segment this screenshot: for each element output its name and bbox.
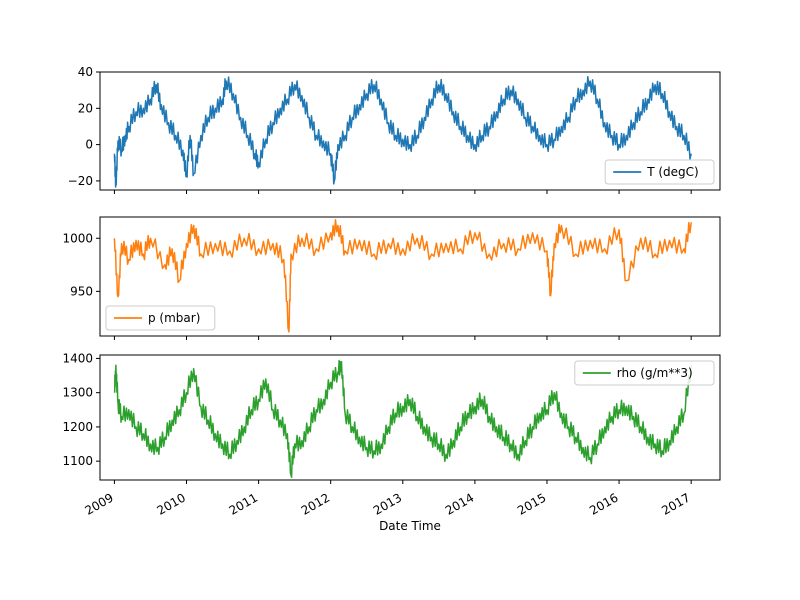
y-tick-label: 1300 — [62, 386, 93, 400]
panel-1: −20 0 20 40 T (degC) — [68, 65, 721, 194]
x-axis-label: Date Time — [379, 519, 441, 533]
x-tick-label: 2017 — [659, 490, 692, 517]
legend-label: rho (g/m**3) — [617, 366, 693, 380]
shared-x-axis: 2009 2010 2011 2012 2013 2014 2015 2016 2017 — [82, 490, 692, 517]
legend-label: T (degC) — [646, 165, 699, 179]
panel-frame — [99, 216, 721, 337]
y-tick-label: 950 — [70, 284, 93, 298]
x-tick-label: 2014 — [443, 490, 476, 517]
legend-label: p (mbar) — [148, 311, 200, 325]
y-tick-label: 0 — [85, 138, 93, 152]
y-tick-label: 1200 — [62, 420, 93, 434]
x-tick-label: 2015 — [515, 490, 548, 517]
panel-frame — [99, 354, 721, 481]
x-tick-label: 2013 — [371, 490, 404, 517]
x-tick-label: 2011 — [227, 490, 260, 517]
panel-frame — [99, 71, 721, 191]
panel-3: 1100 1200 1300 1400 rho (g/m**3) — [62, 351, 721, 484]
series-line-1 — [113, 76, 692, 188]
legend: T (degC) — [604, 159, 715, 185]
legend-box — [105, 305, 216, 331]
y-tick-label: −20 — [68, 174, 93, 188]
series-line-1 — [113, 218, 692, 333]
y-tick-label: 1000 — [62, 231, 93, 245]
panel-2: 950 1000 p (mbar) — [62, 216, 721, 340]
legend-box — [574, 360, 715, 386]
x-tick-label: 2009 — [82, 490, 115, 517]
x-tick-label: 2016 — [587, 490, 620, 517]
x-tick-label: 2010 — [155, 490, 188, 517]
x-tick-label: 2012 — [299, 490, 332, 517]
y-tick-label: 1400 — [62, 351, 93, 365]
y-tick-label: 1100 — [62, 454, 93, 468]
legend: p (mbar) — [105, 305, 216, 331]
y-tick-label: 20 — [78, 101, 93, 115]
series-line-1 — [113, 359, 692, 478]
legend: rho (g/m**3) — [574, 360, 715, 386]
legend-box — [604, 159, 715, 185]
y-tick-label: 40 — [78, 65, 93, 79]
